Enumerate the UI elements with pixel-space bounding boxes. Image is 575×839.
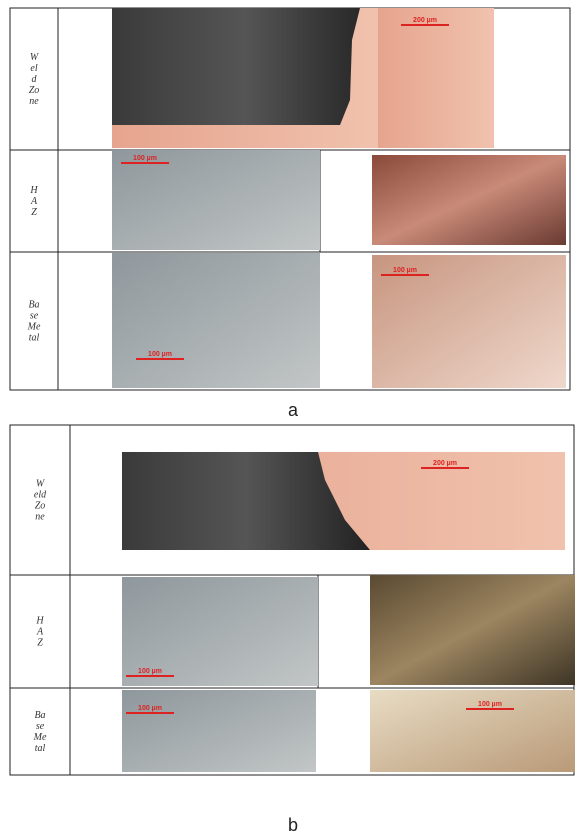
micrograph [112,253,320,388]
scale-label: 100 µm [478,701,502,708]
row-label: W [30,52,40,63]
row-label: ne [35,512,45,523]
row-label: H [35,616,44,627]
scale-label: 100 µm [393,267,417,274]
caption: a [288,400,299,420]
micrograph [370,575,575,685]
row-label: Ba [34,710,45,721]
row-label: A [30,196,38,207]
row-label: Zo [35,501,46,512]
scale-label: 100 µm [138,668,162,675]
page: a b WeldZone200 µmHAZ100 µmBaseMetal100 … [0,0,575,839]
scale-label: 200 µm [413,17,437,24]
row-label: Me [27,322,41,333]
row-label: Zo [29,85,40,96]
micrograph [122,690,316,772]
row-label: Z [31,207,37,218]
row-label: eld [34,490,47,501]
micrograph [370,690,575,772]
row-label: H [29,185,38,196]
row-label: Me [33,732,47,743]
scale-label: 100 µm [148,351,172,358]
row-label: A [36,627,44,638]
caption: b [288,815,298,835]
row-label: tal [29,333,40,344]
figure-a: a [10,8,570,420]
row-label: W [36,479,46,490]
scale-label: 100 µm [133,155,157,162]
micrograph [372,155,566,245]
row-label: se [36,721,45,732]
row-label: tal [35,743,46,754]
micrograph [378,8,494,148]
row-label: d [32,74,38,85]
figure: a b WeldZone200 µmHAZ100 µmBaseMetal100 … [0,0,575,839]
row-label: se [30,311,39,322]
scale-label: 200 µm [433,460,457,467]
row-label: Ba [28,300,39,311]
scale-label: 100 µm [138,705,162,712]
row-label: ne [29,96,39,107]
row-label: el [30,63,37,74]
row-label: Z [37,638,43,649]
figure-b: b [10,425,575,835]
micrograph [112,150,320,250]
